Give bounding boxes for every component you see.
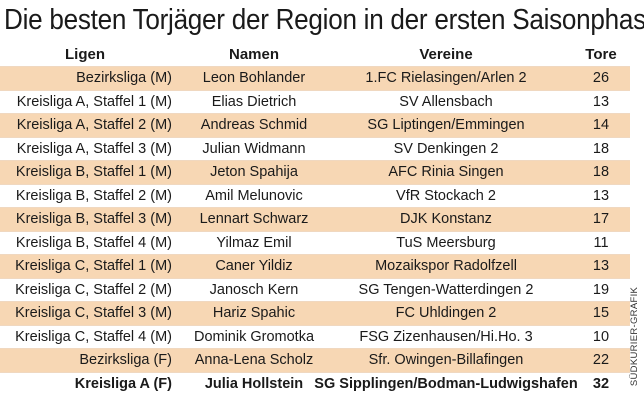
cell-liga: Kreisliga C, Staffel 2 (M) [15, 281, 172, 298]
cell-tore: 17 [592, 211, 610, 228]
cell-verein: SV Denkingen 2 [393, 140, 499, 157]
cell-liga: Kreisliga C, Staffel 4 (M) [15, 328, 172, 345]
column-header-verein: Vereine [419, 45, 473, 63]
cell-name: Yilmaz Emil [216, 234, 292, 251]
table-row: Kreisliga B, Staffel 4 (M) Yilmaz Emil TuS… [0, 230, 630, 255]
cell-tore: 14 [592, 117, 610, 134]
table-row: Kreisliga A, Staffel 2 (M) Andreas Schmid… [0, 113, 630, 137]
column-header-name: Namen [228, 45, 280, 63]
cell-verein: DJK Konstanz [400, 211, 492, 228]
column-header-tore: Tore [585, 45, 617, 63]
cell-tore: 11 [593, 234, 609, 251]
cell-name: Amil Melunovic [205, 187, 303, 204]
cell-verein: 1.FC Rielasingen/Arlen 2 [365, 70, 527, 87]
cell-name: Hariz Spahic [212, 305, 296, 322]
table-row: Kreisliga A, Staffel 1 (M) Elias Dietrich… [0, 89, 630, 114]
table-row: Kreisliga B, Staffel 3 (M) Lennart Schwar… [0, 207, 630, 231]
cell-liga: Kreisliga A, Staffel 2 (M) [16, 117, 172, 134]
cell-liga: Bezirksliga (F) [79, 352, 172, 369]
cell-verein: SV Allensbach [399, 93, 493, 110]
cell-name: Anna-Lena Scholz [194, 352, 314, 369]
cell-name: Jeton Spahija [210, 164, 298, 181]
cell-name: Janosch Kern [209, 281, 299, 298]
table-row: Kreisliga C, Staffel 1 (M) Caner Yildiz Mo… [0, 254, 630, 278]
cell-tore: 18 [592, 164, 610, 181]
table-row: Kreisliga B, Staffel 2 (M) Amil Melunovic… [0, 183, 630, 208]
page-title: Die besten Torjäger der Region in der er… [4, 4, 644, 36]
cell-liga: Kreisliga C, Staffel 3 (M) [15, 305, 172, 322]
cell-verein: Sfr. Owingen-Billafingen [368, 352, 524, 369]
credit-text: SÜDKURIER-GRAFIK [629, 286, 641, 386]
cell-liga: Kreisliga A, Staffel 3 (M) [16, 140, 172, 157]
cell-tore: 32 [592, 375, 610, 392]
cell-verein: FC Uhldingen 2 [395, 305, 497, 322]
cell-tore: 15 [592, 305, 610, 322]
cell-tore: 26 [592, 70, 610, 87]
cell-verein: AFC Rinia Singen [388, 164, 504, 181]
cell-name: Elias Dietrich [211, 93, 297, 110]
cell-tore: 13 [592, 93, 610, 110]
cell-verein: VfR Stockach 2 [396, 187, 496, 204]
cell-tore: 10 [592, 328, 610, 345]
cell-tore: 22 [592, 352, 610, 369]
table-row: Kreisliga C, Staffel 3 (M) Hariz Spahic FC… [0, 301, 630, 325]
cell-tore: 13 [592, 258, 610, 275]
cell-verein: TuS Meersburg [396, 234, 496, 251]
cell-liga: Kreisliga C, Staffel 1 (M) [15, 258, 172, 275]
cell-tore: 19 [592, 281, 610, 298]
table-row: Kreisliga A, Staffel 3 (M) Julian Widmann… [0, 136, 630, 161]
cell-name: Dominik Gromotka [193, 328, 315, 345]
column-header-liga: Ligen [65, 45, 105, 63]
table-row: Kreisliga C, Staffel 4 (M) Dominik Gromot… [0, 324, 630, 349]
cell-verein: SG Sipplingen/Bodman-Ludwigshafen [314, 375, 578, 392]
cell-liga: Kreisliga A (F) [74, 375, 172, 392]
cell-name: Andreas Schmid [200, 117, 308, 134]
cell-liga: Kreisliga B, Staffel 2 (M) [15, 187, 172, 204]
credit-label: SÜDKURIER-GRAFIK [628, 276, 642, 396]
cell-name: Lennart Schwarz [199, 211, 309, 228]
cell-liga: Kreisliga B, Staffel 4 (M) [15, 234, 172, 251]
cell-name: Caner Yildiz [215, 258, 293, 275]
cell-liga: Bezirksliga (M) [76, 70, 172, 87]
table-body: Bezirksliga (M) Leon Bohlander 1.FC Rielas… [0, 66, 630, 395]
table-row: Bezirksliga (M) Leon Bohlander 1.FC Rielas… [0, 66, 630, 90]
cell-verein: FSG Zizenhausen/Hi.Ho. 3 [359, 328, 533, 345]
table-row: Kreisliga A (F) Julia Hollstein SG Sipplin… [0, 371, 630, 396]
cell-tore: 18 [592, 140, 610, 157]
cell-name: Julia Hollstein [204, 375, 304, 392]
cell-name: Julian Widmann [202, 140, 306, 157]
cell-tore: 13 [592, 187, 610, 204]
table-row: Bezirksliga (F) Anna-Lena Scholz Sfr. Owin… [0, 348, 630, 372]
cell-verein: SG Tengen-Watterdingen 2 [358, 281, 534, 298]
table-row: Kreisliga C, Staffel 2 (M) Janosch Kern SG… [0, 277, 630, 302]
table-row: Kreisliga B, Staffel 1 (M) Jeton Spahija A… [0, 160, 630, 184]
cell-verein: SG Liptingen/Emmingen [367, 117, 525, 134]
cell-verein: Mozaikspor Radolfzell [375, 258, 517, 275]
cell-liga: Kreisliga A, Staffel 1 (M) [16, 93, 172, 110]
cell-name: Leon Bohlander [202, 70, 306, 87]
cell-liga: Kreisliga B, Staffel 1 (M) [15, 164, 172, 181]
table-header: Ligen Namen Vereine Tore [0, 42, 630, 66]
cell-liga: Kreisliga B, Staffel 3 (M) [15, 211, 172, 228]
